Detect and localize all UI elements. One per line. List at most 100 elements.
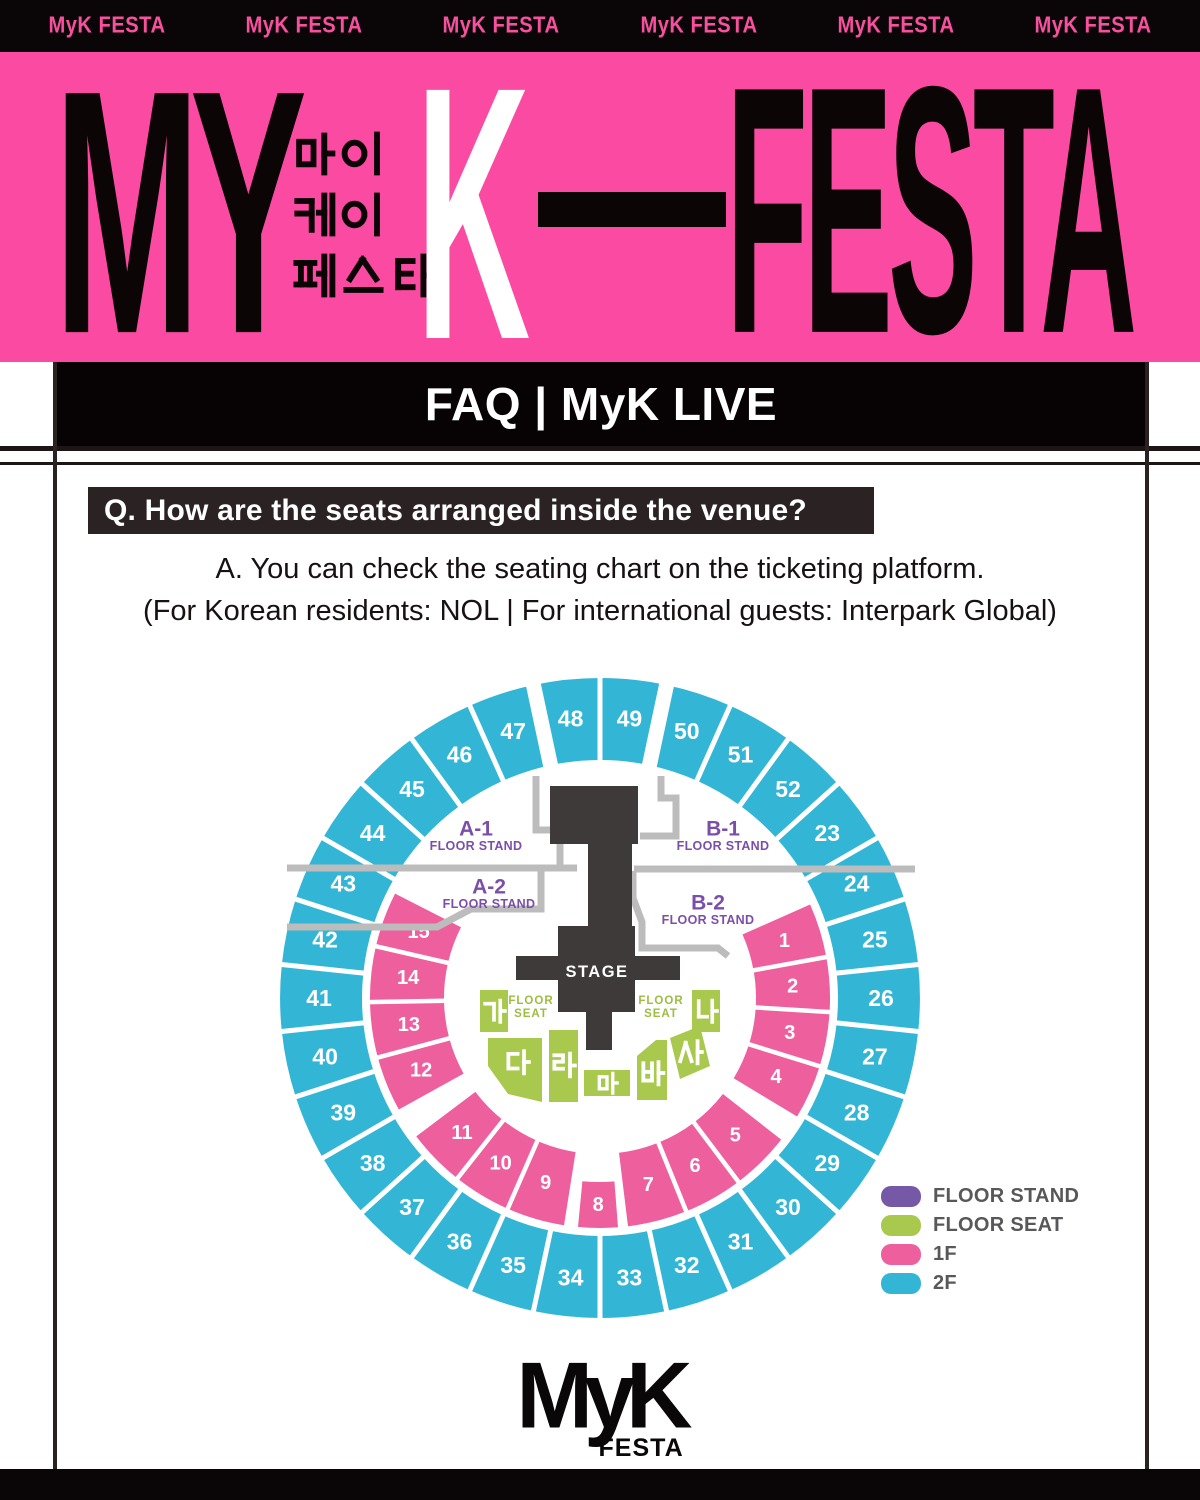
floor-seat-caption: SEAT <box>644 1008 678 1020</box>
floor-seat-caption: SEAT <box>514 1008 548 1020</box>
ring-separator <box>453 1116 507 1183</box>
faq-bar: FAQ | MyK LIVE <box>53 362 1149 446</box>
section-2f-label: 48 <box>558 706 584 732</box>
hangul-glyph <box>395 253 436 298</box>
section-1f-label: 6 <box>689 1155 700 1177</box>
question-box: Q. How are the seats arranged inside the… <box>88 487 874 534</box>
section-2f-39 <box>295 1071 394 1158</box>
divider-line-bottom <box>0 462 1200 465</box>
section-1f-label: 9 <box>540 1172 551 1194</box>
ring-separator <box>655 1139 690 1215</box>
section-2f-34 <box>533 1230 600 1318</box>
section-2f-label: 38 <box>360 1150 386 1176</box>
section-2f-label: 28 <box>844 1099 870 1125</box>
top-marquee: MyK FESTA MyK FESTA MyK FESTA MyK FESTA MyK … <box>0 0 1200 52</box>
answer-line-1: A. You can check the seating chart on th… <box>215 553 985 585</box>
faq-bar-title: FAQ | MyK LIVE <box>424 378 778 430</box>
ring-separator <box>276 961 369 977</box>
question-text: Q. How are the seats arranged inside the… <box>104 493 807 527</box>
hangul-glyph <box>341 131 380 176</box>
stage-block <box>588 838 632 930</box>
hero-korean-block <box>293 131 436 298</box>
hero-title-my: MY <box>54 52 307 362</box>
bottom-bar <box>0 1469 1200 1500</box>
section-2f-label: 35 <box>500 1252 526 1278</box>
ring-separator <box>690 1118 742 1186</box>
marquee-item: MyK FESTA <box>837 13 955 38</box>
floor-seat-caption: FLOOR <box>638 995 683 1007</box>
ring-separator <box>529 1225 555 1317</box>
section-2f-26 <box>836 964 920 1032</box>
section-2f-label: 23 <box>815 820 841 846</box>
hangul-glyph <box>296 132 336 176</box>
section-2f-label: 43 <box>331 871 357 897</box>
hangul-glyph <box>483 998 507 1024</box>
section-1f-label: 14 <box>397 967 420 989</box>
section-2f-label: 39 <box>331 1099 357 1125</box>
section-2f-label: 42 <box>312 927 338 953</box>
section-2f-label: 25 <box>862 927 888 953</box>
section-2f-29 <box>776 1117 878 1213</box>
ring-separator <box>734 1185 794 1263</box>
floor-stand-id: B-2 <box>691 892 725 915</box>
section-1f-11 <box>416 1091 504 1179</box>
stage-block <box>550 786 638 844</box>
section-2f-label: 45 <box>399 776 425 802</box>
section-1f-8 <box>578 1181 618 1228</box>
ring-separator <box>692 1209 735 1296</box>
festa-logo-wordmark: MyK <box>516 1343 692 1448</box>
floor-stand-caption: FLOOR STAND <box>662 913 755 927</box>
section-2f-52 <box>739 739 838 839</box>
section-2f-24 <box>806 838 905 925</box>
section-1f-label: 3 <box>784 1022 795 1044</box>
legend-label: FLOOR STAND <box>933 1185 1080 1207</box>
section-1f-1 <box>742 904 827 971</box>
marquee-item: MyK FESTA <box>48 13 166 38</box>
section-2f-33 <box>600 1230 667 1318</box>
ring-separator <box>745 1041 824 1070</box>
ring-separator <box>465 700 508 787</box>
section-1f-3 <box>749 1007 830 1067</box>
ring-separator <box>734 733 794 811</box>
hangul-glyph <box>552 1051 577 1079</box>
floor-stand-caption: FLOOR STAND <box>430 839 523 853</box>
section-2f-43 <box>295 838 394 925</box>
chart-legend: FLOOR STAND FLOOR SEAT 1F 2F <box>881 1185 1080 1302</box>
hangul-glyph <box>343 255 384 293</box>
hangul-glyph <box>294 192 336 237</box>
section-2f-label: 40 <box>312 1043 338 1069</box>
section-2f-label: 47 <box>500 718 526 744</box>
ring-separator <box>771 778 844 844</box>
section-2f-label: 44 <box>360 820 386 846</box>
ring-separator <box>525 678 559 772</box>
stage-block <box>516 956 558 980</box>
ring-separator <box>366 998 448 1005</box>
marquee-item: MyK FESTA <box>245 13 363 38</box>
ring-separator <box>692 700 735 787</box>
festa-logo-subtext: FESTA <box>598 1434 684 1463</box>
section-1f-12 <box>377 1038 464 1110</box>
ring-separator <box>800 833 883 884</box>
boundary-line <box>629 871 731 959</box>
section-2f-label: 51 <box>728 742 754 768</box>
ring-separator <box>290 1067 380 1101</box>
stage-block <box>586 1012 612 1050</box>
section-2f-38 <box>322 1117 424 1213</box>
section-2f-32 <box>649 1215 731 1311</box>
section-1f-label: 13 <box>398 1014 420 1036</box>
ring-separator <box>800 1112 883 1163</box>
ring-separator <box>290 895 380 929</box>
section-2f-label: 34 <box>558 1265 584 1291</box>
section-2f-47 <box>469 685 551 781</box>
marquee-item: MyK FESTA <box>1034 13 1152 38</box>
marquee-item: MyK FESTA <box>442 13 560 38</box>
hangul-glyph <box>341 192 380 237</box>
section-2f-35 <box>469 1215 551 1311</box>
floor-seat-caption: FLOOR <box>508 995 553 1007</box>
section-2f-23 <box>776 783 878 879</box>
section-1f-label: 10 <box>489 1152 511 1174</box>
section-2f-label: 32 <box>674 1252 700 1278</box>
section-2f-label: 52 <box>775 776 801 802</box>
frame-rail-left <box>53 362 57 1470</box>
section-2f-label: 24 <box>844 871 870 897</box>
